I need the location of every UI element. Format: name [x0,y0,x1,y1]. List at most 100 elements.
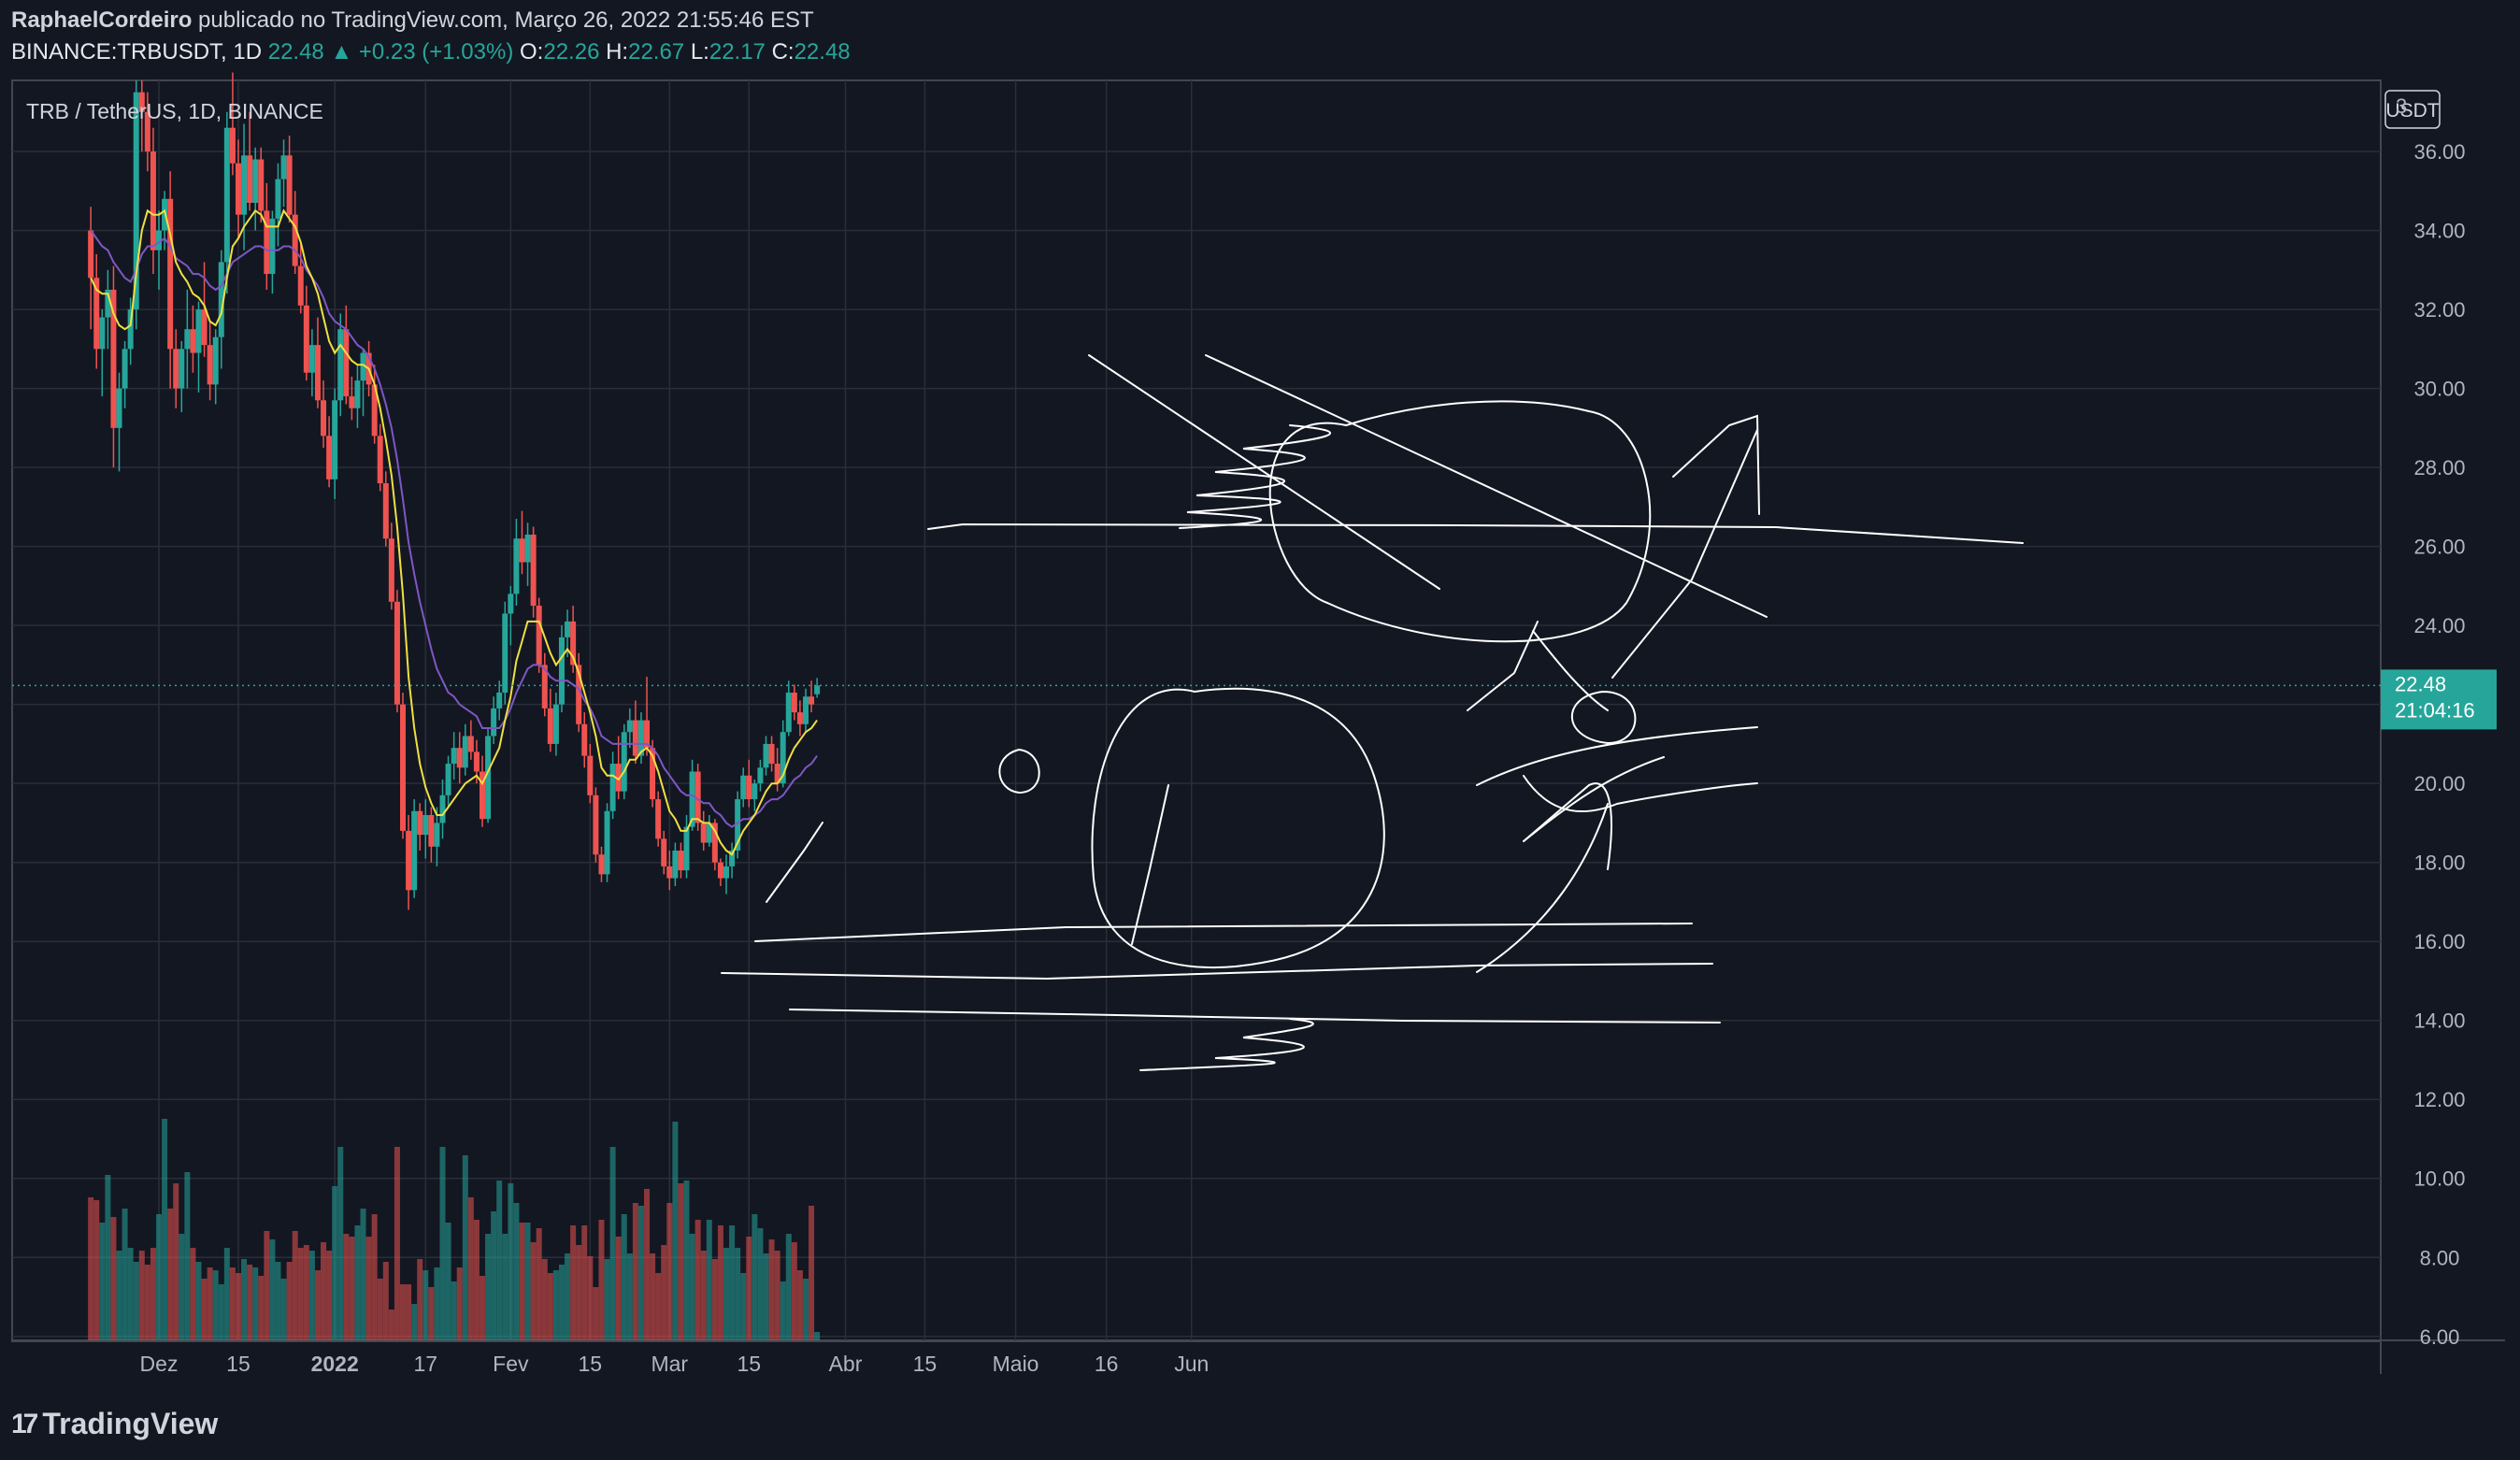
volume-bar [354,1225,361,1340]
volume-bar [644,1189,651,1340]
volume-bar [150,1248,156,1340]
volume-bar [467,1197,474,1340]
author-name[interactable]: RaphaelCordeiro [11,7,193,33]
candle-body [371,384,378,437]
time-tick-label: 15 [226,1352,251,1376]
currency-badge[interactable]: USDT [2384,90,2441,129]
time-tick-label: 15 [737,1352,761,1376]
volume-bar [439,1147,446,1340]
hand-drawings [721,354,2024,1071]
price-tick-label: 10.00 [2413,1167,2465,1191]
publish-info: RaphaelCordeiro publicado no TradingView… [11,7,814,34]
drawing-scribble-top [1179,424,1331,529]
time-tick-label: 2022 [311,1352,359,1376]
volume-bar [513,1203,520,1340]
last-price-tag: 22.48 21:04:16 [2381,669,2497,730]
candle-body [321,400,327,437]
candle-body [729,851,736,866]
volume-bar [258,1276,265,1340]
candle-body [700,823,707,843]
candle-body [445,764,451,795]
candle-body [785,692,792,733]
candle-body [314,345,321,401]
candle-body [428,814,435,847]
volume-bar [371,1214,378,1340]
volume-bar [581,1225,588,1340]
price-tick-label: 36.00 [2413,140,2465,164]
candle-body [127,309,134,350]
drawing-arrow-up [1611,429,1758,679]
price-tick-label: 12.00 [2413,1088,2465,1111]
candle-body [570,621,577,666]
candle-body [524,534,531,563]
volume-bar [394,1147,400,1340]
candle-body [609,764,616,811]
volume-bar [190,1248,196,1340]
volume-bar [406,1284,412,1340]
volume-bar [144,1265,150,1340]
candle-body [349,396,355,408]
candle-body [308,345,315,373]
volume-bar [632,1203,638,1340]
volume-bar [434,1267,440,1340]
tradingview-brand[interactable]: 17 TradingView [11,1407,218,1441]
volume-bar [269,1239,276,1340]
candle-body [814,685,821,694]
high-value: 22.67 [628,39,685,64]
volume-bar [195,1262,202,1340]
candle-body [757,767,764,784]
candle-body [99,317,106,350]
time-tick-label: 16 [1095,1352,1119,1376]
price-tick-label: 18.00 [2413,852,2465,875]
candle-body [303,305,309,373]
volume-bar [637,1206,644,1340]
drawing-arrow-tail [1523,775,1758,812]
candle-body [683,826,690,871]
drawing-right-circle [1570,690,1637,745]
candle-body [615,764,622,792]
candle-body [439,794,446,823]
drawing-channel-line [1476,726,1758,786]
time-tick-label: Abr [829,1352,863,1376]
candle-body [706,823,712,843]
candle-body [802,696,809,724]
volume-bar [349,1237,355,1340]
volume-bar [229,1267,236,1340]
volume-bar [796,1270,803,1340]
volume-bar [99,1223,106,1340]
volume-bar [508,1183,514,1340]
price-tick-label: 30.00 [2413,378,2465,401]
volume-bar [541,1259,548,1340]
candle-body [462,736,468,768]
ohlc-header: BINANCE:TRBUSDT, 1D 22.48 ▲ +0.23 (+1.03… [11,39,851,65]
drawing-support-line-1 [754,923,1693,942]
candle-body [774,764,780,784]
candle-body [286,155,293,215]
volume-bar [552,1270,559,1340]
volume-bar [763,1253,769,1340]
volume-bar [565,1253,571,1340]
candle-body [666,866,673,879]
volume-bar [365,1237,372,1340]
candle-body [422,814,429,836]
candle-body [626,720,633,733]
volume-bar [275,1262,281,1340]
volume-bar [388,1310,394,1340]
volume-bar [473,1220,480,1340]
candle-body [632,720,638,756]
candle-body [88,230,94,279]
volume-bar [110,1217,117,1340]
candle-body [354,380,361,408]
volume-bar [809,1206,815,1340]
volume-bar [502,1234,508,1340]
candle-body [122,349,128,389]
time-tick-label: Mar [651,1352,688,1376]
candle-body [184,329,191,350]
volume-bar [621,1214,627,1340]
volume-bar [360,1209,366,1340]
volume-bar [264,1231,270,1340]
drawing-diagonal-2 [1205,354,1768,618]
candle-body [207,345,213,385]
